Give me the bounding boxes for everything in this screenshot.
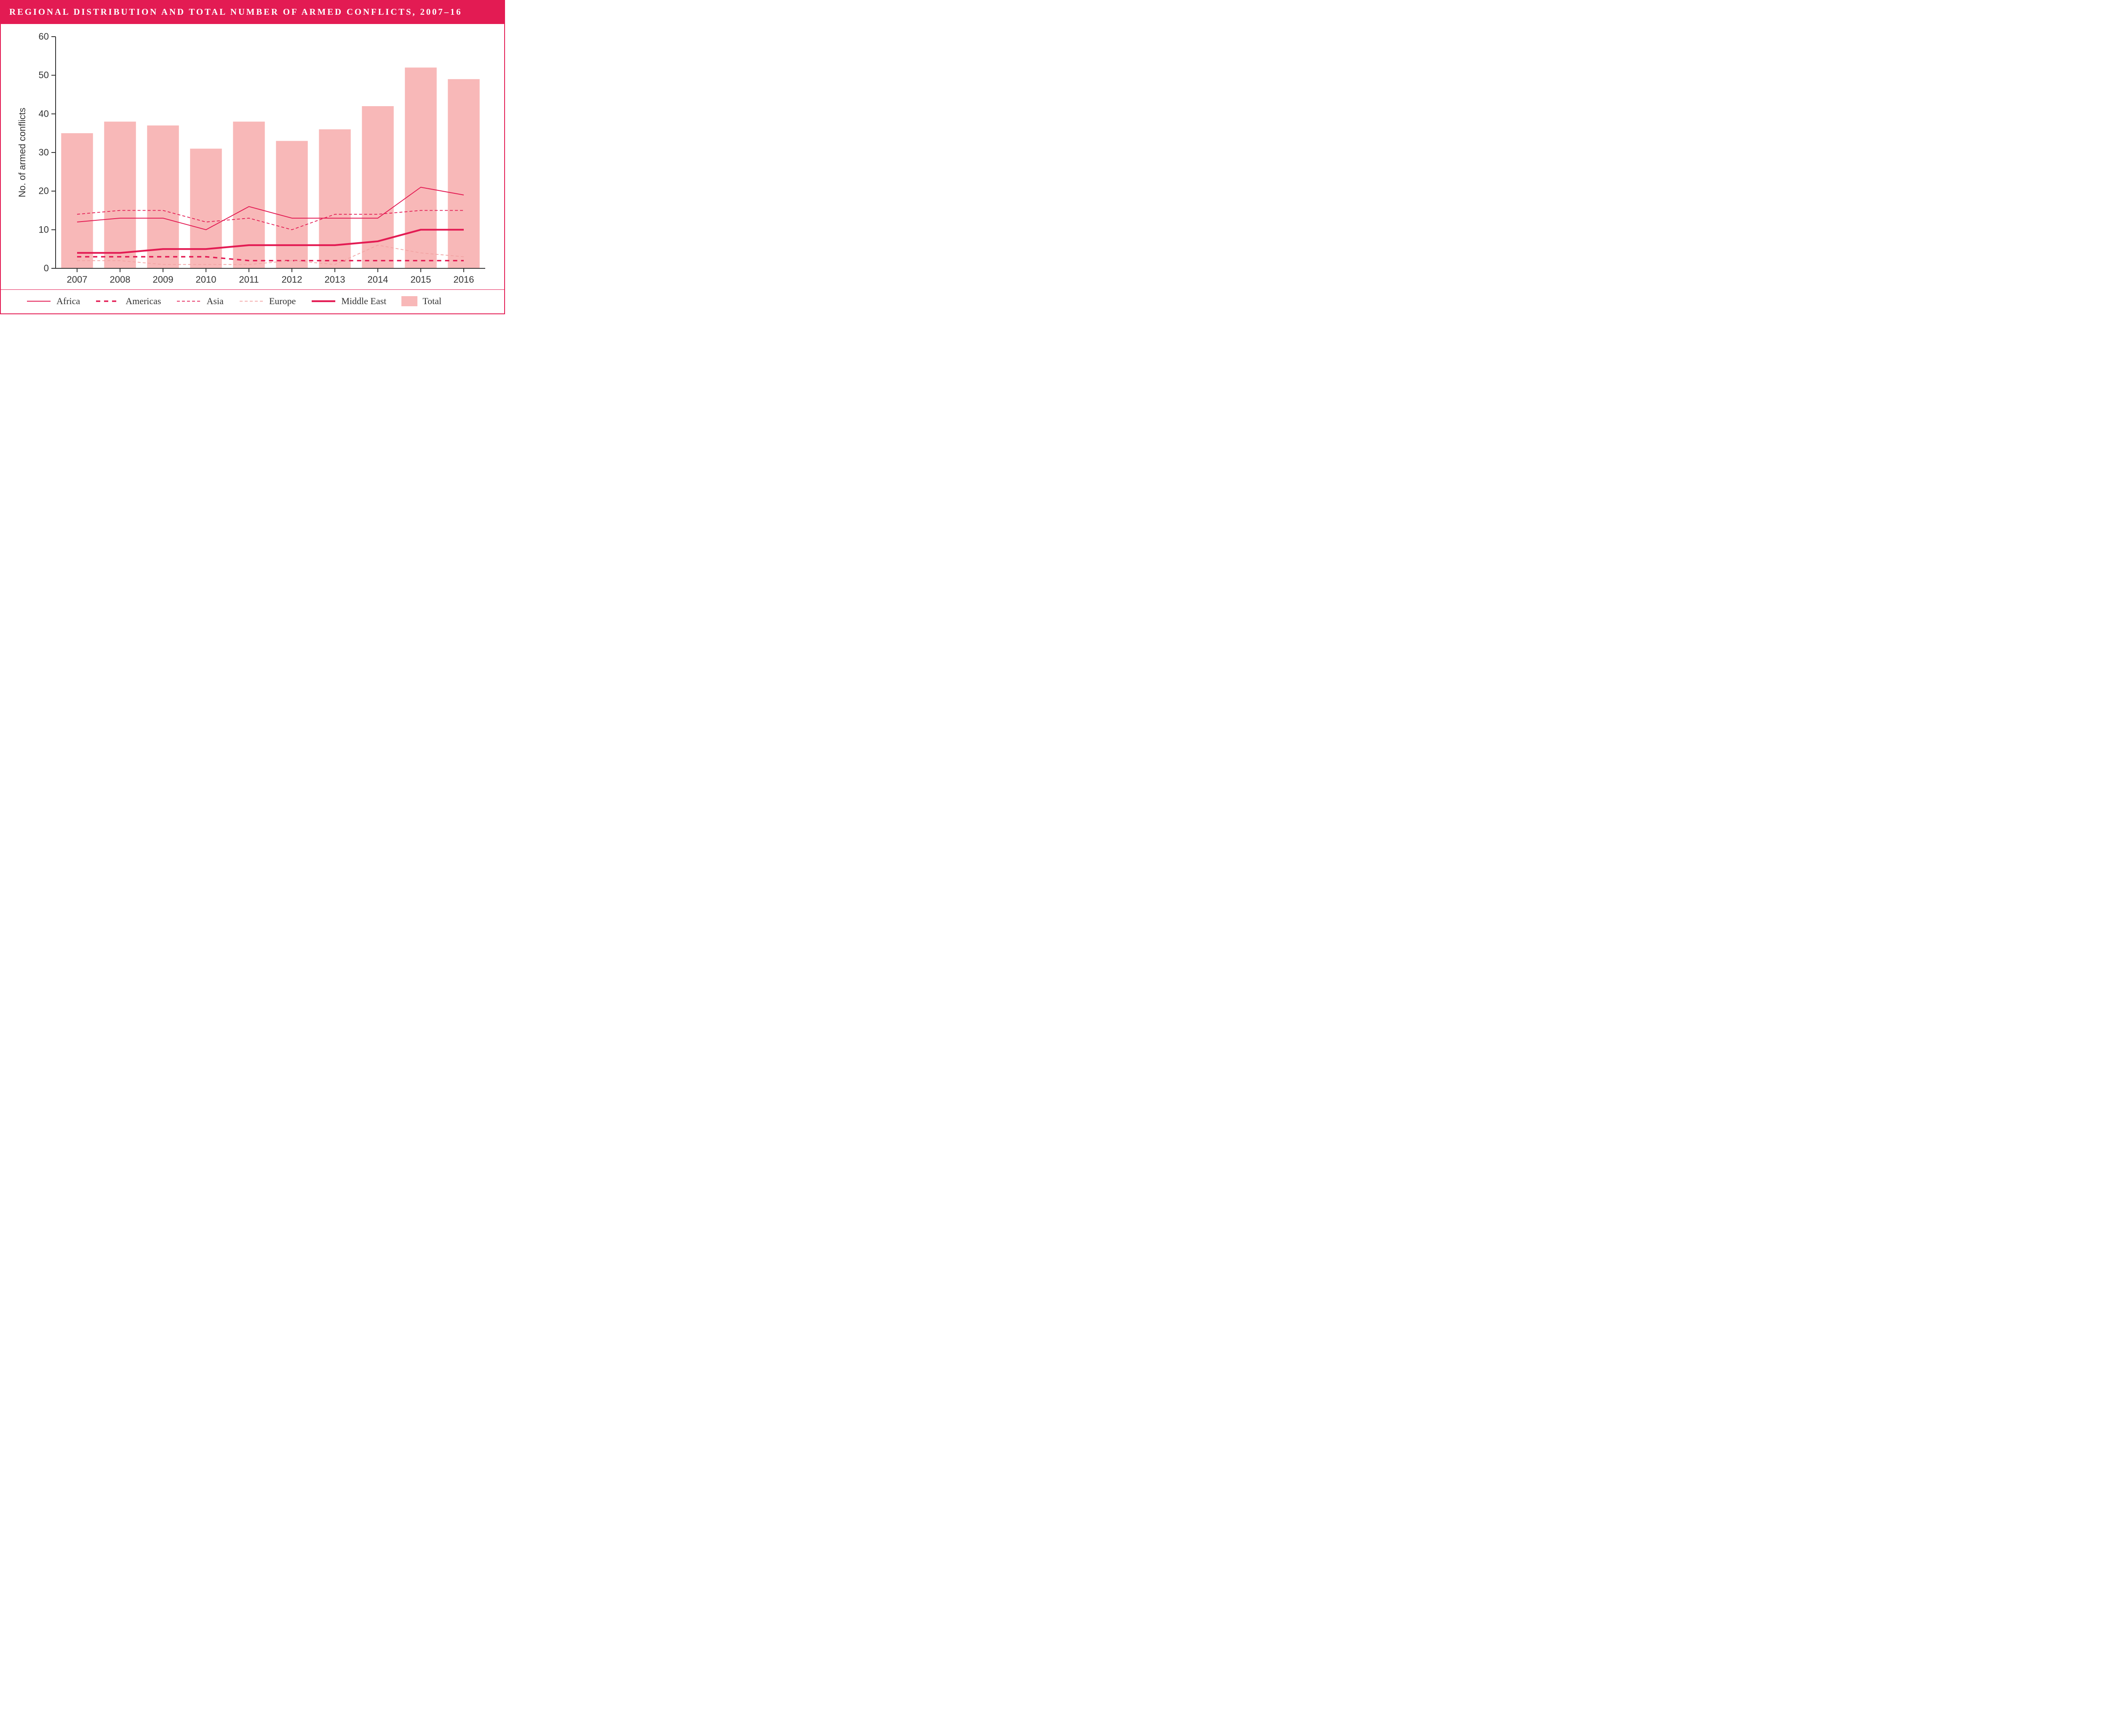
bar [104,122,136,268]
y-tick-label: 60 [39,31,49,42]
legend-item-europe: Europe [239,296,296,307]
bar [147,126,179,268]
legend-label: Europe [269,296,296,307]
figure-container: REGIONAL DISTRIBUTION AND TOTAL NUMBER O… [0,0,505,314]
y-tick-label: 50 [39,70,49,80]
chart-legend: Africa Americas Asia Europe Middle East Total [1,289,504,313]
x-tick-label: 2011 [239,274,259,285]
legend-label: Asia [206,296,223,307]
bar [61,133,93,268]
plot-area: 0 10 20 30 40 50 60 2007 2008 2009 2010 2011 2012 201… [1,24,504,289]
bar [362,106,393,268]
bar [319,129,350,268]
y-tick-label: 0 [44,263,49,273]
x-tick-label: 2007 [67,274,88,285]
bar [190,149,222,268]
chart-title: REGIONAL DISTRIBUTION AND TOTAL NUMBER O… [9,7,462,17]
chart-svg: 0 10 20 30 40 50 60 2007 2008 2009 2010 2011 2012 201… [5,28,494,289]
x-tick-label: 2008 [110,274,131,285]
legend-item-africa: Africa [26,296,80,307]
x-tick-label: 2013 [325,274,345,285]
legend-label: Africa [56,296,80,307]
x-tick-label: 2015 [411,274,431,285]
x-tick-label: 2012 [282,274,302,285]
legend-item-americas: Americas [95,296,161,307]
legend-item-total: Total [401,296,441,307]
x-tick-label: 2016 [454,274,474,285]
y-tick-label: 40 [39,108,49,119]
chart-title-bar: REGIONAL DISTRIBUTION AND TOTAL NUMBER O… [1,1,504,24]
y-tick-label: 20 [39,186,49,196]
legend-item-asia: Asia [176,296,223,307]
bar [448,79,479,268]
y-tick-label: 30 [39,147,49,158]
y-axis-label: No. of armed conflicts [17,108,27,198]
bar [405,67,436,268]
y-tick-label: 10 [39,224,49,235]
bar [276,141,307,269]
legend-label: Middle East [341,296,386,307]
legend-label: Americas [126,296,161,307]
legend-label: Total [422,296,441,307]
x-tick-label: 2009 [153,274,174,285]
legend-item-middle-east: Middle East [311,296,386,307]
x-tick-label: 2010 [196,274,216,285]
x-tick-label: 2014 [368,274,388,285]
